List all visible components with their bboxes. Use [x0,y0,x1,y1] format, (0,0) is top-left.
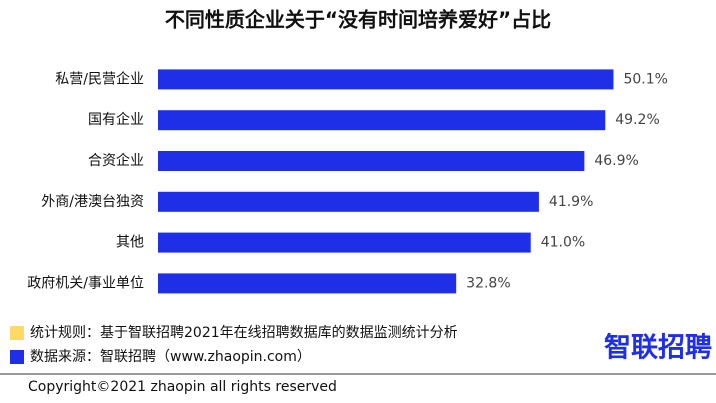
data-label: 32.8% [466,275,510,291]
copyright: Copyright©2021 zhaopin all rights reserv… [28,379,337,395]
bar [158,191,539,212]
logo: 智联招聘 [604,333,712,364]
y-tick-label: 合资企业 [88,152,144,169]
y-tick-label: 其他 [116,235,144,251]
data-label: 46.9% [594,153,638,169]
bar [158,69,614,90]
y-tick-label: 政府机关/事业单位 [27,275,144,291]
data-label: 49.2% [615,112,659,128]
legend-swatch [10,326,24,340]
bar [158,110,606,131]
data-label: 50.1% [623,71,667,87]
bar [158,232,531,253]
chart-title: 不同性质企业关于“没有时间培养爱好”占比 [165,8,551,32]
legend-swatch [10,350,24,364]
data-label: 41.9% [549,194,593,210]
bar [158,151,585,171]
bar [158,273,457,294]
y-tick-label: 外商/港澳台独资 [41,194,144,210]
note: 统计规则：基于智联招聘2021年在线招聘数据库的数据监测统计分析 [30,324,458,341]
y-tick-label: 国有企业 [88,111,144,128]
data-label: 41.0% [541,235,585,251]
note: 数据来源：智联招聘（www.zhaopin.com） [30,349,311,365]
y-tick-label: 私营/民营企业 [55,70,144,87]
